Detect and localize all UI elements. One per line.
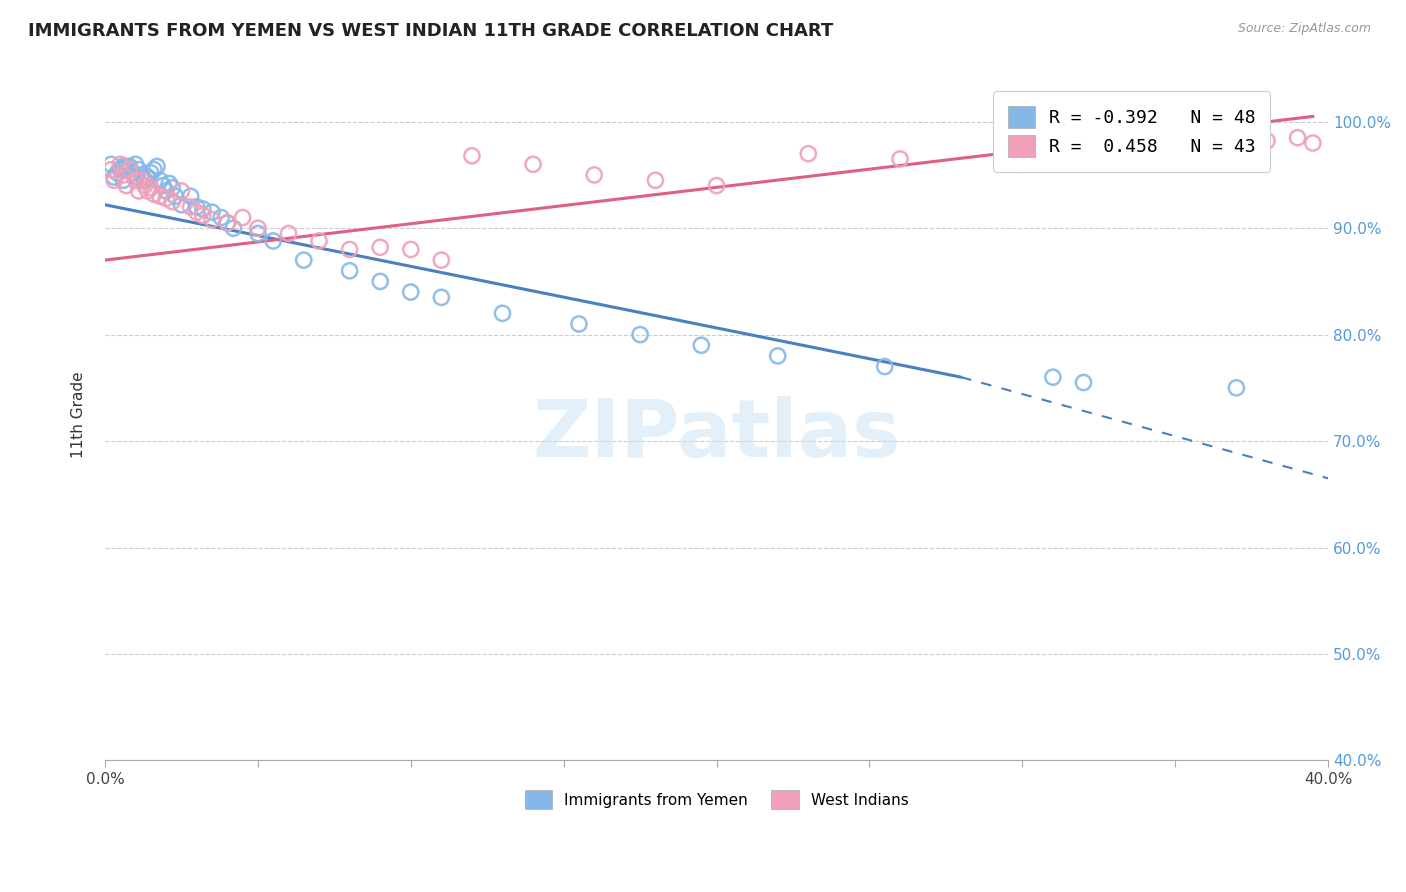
Point <box>339 264 361 278</box>
Point <box>191 208 214 222</box>
Point <box>100 162 122 177</box>
Point <box>644 173 666 187</box>
Point <box>100 157 122 171</box>
Point <box>152 178 174 193</box>
Point <box>461 149 484 163</box>
Point <box>399 285 422 299</box>
Point <box>149 189 172 203</box>
Point <box>246 221 269 235</box>
Point <box>1042 370 1064 384</box>
Point <box>1302 136 1324 150</box>
Point <box>118 162 141 177</box>
Point <box>110 157 132 171</box>
Point <box>139 180 162 194</box>
Point <box>149 173 172 187</box>
Point <box>246 227 269 241</box>
Point <box>430 290 453 304</box>
Point <box>118 160 141 174</box>
Point <box>186 200 208 214</box>
Point <box>1225 381 1247 395</box>
Point <box>339 243 361 257</box>
Point <box>131 168 153 182</box>
Point <box>112 168 135 182</box>
Point <box>146 160 169 174</box>
Point <box>201 212 224 227</box>
Point <box>1133 141 1156 155</box>
Point <box>209 211 232 225</box>
Point <box>136 184 159 198</box>
Point <box>766 349 789 363</box>
Y-axis label: 11th Grade: 11th Grade <box>72 371 86 458</box>
Point <box>690 338 713 352</box>
Point <box>128 184 150 198</box>
Text: ZIPatlas: ZIPatlas <box>533 396 901 475</box>
Point <box>142 162 165 177</box>
Point <box>222 221 245 235</box>
Point <box>308 234 330 248</box>
Point <box>399 243 422 257</box>
Point <box>1286 130 1309 145</box>
Point <box>522 157 544 171</box>
Point <box>103 173 125 187</box>
Point <box>128 162 150 177</box>
Point <box>1195 138 1218 153</box>
Point <box>292 253 315 268</box>
Point <box>139 166 162 180</box>
Point <box>583 168 606 182</box>
Point <box>157 177 180 191</box>
Point <box>568 317 591 331</box>
Point <box>105 166 128 180</box>
Point <box>112 173 135 187</box>
Text: Source: ZipAtlas.com: Source: ZipAtlas.com <box>1237 22 1371 36</box>
Point <box>368 240 391 254</box>
Point <box>491 306 513 320</box>
Point <box>115 160 138 174</box>
Point <box>186 205 208 219</box>
Point <box>430 253 453 268</box>
Point <box>180 189 202 203</box>
Point <box>134 173 156 187</box>
Point <box>191 202 214 216</box>
Point <box>1256 134 1278 148</box>
Point <box>170 198 193 212</box>
Legend: Immigrants from Yemen, West Indians: Immigrants from Yemen, West Indians <box>519 784 915 815</box>
Point <box>121 166 143 180</box>
Point <box>706 178 728 193</box>
Point <box>142 187 165 202</box>
Point <box>136 170 159 185</box>
Point <box>110 162 132 177</box>
Point <box>170 184 193 198</box>
Point <box>797 146 820 161</box>
Point <box>131 173 153 187</box>
Point <box>162 194 184 209</box>
Point <box>124 157 146 171</box>
Point <box>628 327 651 342</box>
Point <box>124 173 146 187</box>
Point <box>155 191 177 205</box>
Point <box>112 160 135 174</box>
Point <box>262 234 284 248</box>
Point <box>889 152 911 166</box>
Point <box>162 180 184 194</box>
Point <box>217 216 239 230</box>
Point <box>155 184 177 198</box>
Point <box>1011 157 1033 171</box>
Point <box>201 205 224 219</box>
Point <box>368 274 391 288</box>
Point <box>1073 376 1095 390</box>
Point <box>217 216 239 230</box>
Point <box>165 189 187 203</box>
Point <box>103 170 125 185</box>
Point <box>124 170 146 185</box>
Point <box>134 178 156 193</box>
Point <box>277 227 299 241</box>
Point <box>873 359 896 374</box>
Text: IMMIGRANTS FROM YEMEN VS WEST INDIAN 11TH GRADE CORRELATION CHART: IMMIGRANTS FROM YEMEN VS WEST INDIAN 11T… <box>28 22 834 40</box>
Point <box>115 178 138 193</box>
Point <box>232 211 254 225</box>
Point <box>180 200 202 214</box>
